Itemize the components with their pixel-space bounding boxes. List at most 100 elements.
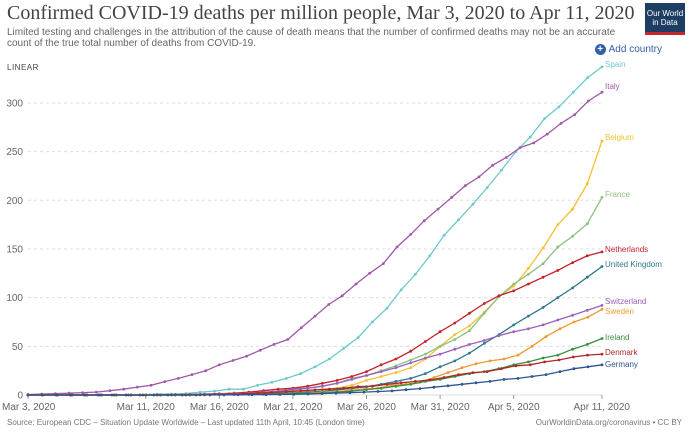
data-point	[488, 359, 492, 363]
data-point	[328, 387, 331, 391]
data-point	[600, 265, 604, 268]
data-point	[292, 392, 296, 396]
source-note: Source: European CDC – Situation Update …	[7, 418, 365, 427]
data-point	[424, 352, 427, 356]
data-point	[350, 383, 354, 387]
data-point	[208, 393, 212, 397]
data-point	[527, 327, 530, 331]
data-point	[26, 393, 30, 397]
data-point	[432, 376, 436, 379]
data-point	[409, 358, 413, 362]
data-point	[543, 360, 546, 364]
data-point	[446, 371, 450, 374]
data-point	[135, 385, 139, 389]
data-point	[122, 387, 126, 391]
data-point	[432, 385, 436, 389]
data-point	[394, 371, 398, 374]
data-point	[350, 378, 354, 381]
data-point	[544, 373, 548, 376]
data-point	[457, 218, 460, 222]
series-label[interactable]: Ireland	[605, 333, 629, 342]
data-point	[438, 352, 442, 356]
series-line-italy[interactable]	[27, 91, 603, 396]
series-line-germany[interactable]	[28, 364, 603, 396]
series-line-switzerland[interactable]	[28, 304, 603, 396]
scale-toggle-button[interactable]: LINEAR	[7, 63, 39, 72]
data-point	[463, 184, 467, 188]
series-label[interactable]: Italy	[605, 82, 620, 91]
series-label[interactable]: France	[605, 190, 630, 199]
data-point	[527, 360, 530, 364]
data-point	[335, 379, 339, 382]
series-label[interactable]: Sweden	[605, 307, 634, 316]
data-point	[399, 381, 403, 385]
series-label[interactable]: Switzerland	[605, 297, 646, 306]
data-point	[231, 359, 235, 362]
data-point	[394, 357, 398, 361]
series-line-belgium[interactable]	[28, 140, 603, 396]
series-label[interactable]: Belgium	[605, 133, 634, 142]
data-point	[572, 320, 576, 324]
data-point	[138, 393, 142, 397]
data-point	[543, 117, 546, 120]
data-point	[213, 389, 217, 393]
data-point	[306, 392, 310, 396]
data-point	[571, 261, 574, 264]
data-point	[541, 356, 545, 360]
data-point	[270, 391, 274, 394]
data-point	[500, 168, 503, 172]
data-point	[365, 388, 368, 391]
data-point	[482, 311, 486, 315]
data-point	[571, 355, 575, 359]
data-point	[376, 390, 380, 393]
series-line-spain[interactable]	[28, 66, 603, 396]
data-point	[424, 356, 427, 360]
data-point	[556, 296, 560, 299]
license-link[interactable]: OurWorldinData.org/coronavirus • CC BY	[535, 418, 682, 427]
data-point	[527, 272, 530, 276]
data-point	[541, 275, 545, 279]
data-point	[418, 387, 422, 390]
data-point	[450, 196, 454, 199]
series-lines	[26, 65, 604, 397]
data-point	[557, 105, 561, 109]
data-point	[436, 207, 440, 211]
data-point	[482, 339, 486, 342]
data-point	[482, 302, 486, 305]
data-point	[96, 393, 100, 397]
data-point	[504, 156, 508, 159]
data-point	[217, 363, 221, 367]
data-point	[600, 363, 604, 367]
data-point	[180, 393, 184, 397]
data-point	[488, 380, 492, 383]
data-point	[516, 377, 520, 380]
owid-logo[interactable]: Our World in Data	[645, 3, 685, 35]
data-point	[409, 366, 413, 370]
y-tick-label: 0	[17, 391, 23, 402]
data-point	[194, 393, 198, 397]
data-point	[468, 343, 471, 346]
data-point	[409, 382, 413, 386]
data-point	[460, 366, 464, 370]
data-point	[371, 320, 374, 324]
data-point	[409, 233, 413, 236]
data-point	[306, 384, 309, 388]
data-point	[557, 358, 561, 362]
series-label[interactable]: Denmark	[605, 348, 638, 357]
series-label[interactable]: Germany	[605, 360, 638, 369]
data-point	[460, 382, 464, 386]
series-line-sweden[interactable]	[28, 308, 603, 396]
series-label[interactable]: United Kingdom	[605, 260, 662, 269]
data-point	[491, 163, 495, 167]
data-point	[468, 324, 471, 328]
y-tick-label: 250	[6, 147, 23, 158]
data-point	[527, 314, 530, 318]
series-label[interactable]: Spain	[605, 60, 625, 69]
series-label[interactable]: Netherlands	[605, 245, 648, 254]
data-point	[414, 380, 417, 383]
add-country-button[interactable]: + Add country	[594, 44, 662, 55]
y-tick-label: 50	[12, 342, 24, 353]
data-point	[399, 288, 403, 292]
data-point	[258, 348, 262, 352]
data-point	[176, 377, 180, 380]
